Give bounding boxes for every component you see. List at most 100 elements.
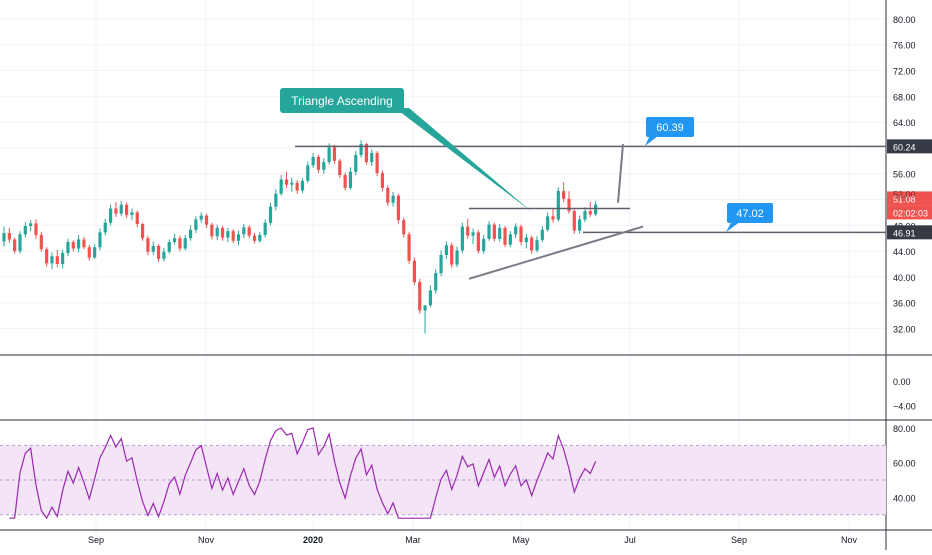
time-tick-label: 2020	[303, 535, 323, 545]
candle-body	[380, 173, 385, 188]
candle-body	[556, 191, 560, 220]
candle-body	[284, 179, 289, 185]
candle-body	[29, 223, 33, 226]
candle-body	[194, 219, 198, 230]
level-price-tag-text: 51.08	[893, 194, 916, 204]
price-tick-label: 56.00	[893, 170, 916, 180]
candle-body	[183, 238, 187, 249]
candle-body	[215, 227, 219, 237]
candle-body	[109, 208, 113, 223]
price-tick-label: 80.00	[893, 15, 916, 25]
candle-body	[242, 227, 246, 235]
candle-body	[135, 212, 139, 225]
candle-body	[519, 226, 523, 243]
candle-body	[252, 235, 257, 241]
price-tick-label: 76.00	[893, 41, 916, 51]
candle-body	[98, 232, 102, 248]
candle-body	[2, 233, 6, 242]
candle-body	[66, 242, 70, 254]
candle-body	[45, 249, 49, 264]
candle-body	[61, 253, 65, 264]
price-tick-label: 68.00	[893, 92, 916, 102]
rsi-tick-label: 60.00	[893, 459, 916, 469]
price-tick-label-partial: 52.00	[893, 190, 916, 200]
target-callout-text: 60.39	[656, 122, 684, 134]
candle-body	[359, 144, 363, 155]
time-tick-label: Sep	[88, 535, 104, 545]
candle-body	[178, 238, 182, 249]
triangle-label-box	[280, 88, 404, 113]
target-callout-box	[646, 117, 694, 137]
candle-body	[370, 153, 374, 163]
time-axis[interactable]: Sep Nov 2020 Mar May Jul Sep Nov	[88, 535, 858, 545]
candle-body	[172, 238, 177, 243]
level-price-tag	[887, 225, 932, 240]
triangle-label-text: Triangle Ascending	[291, 94, 393, 108]
candle-body	[375, 153, 379, 174]
candle-body	[418, 282, 422, 311]
price-tick-label: 32.00	[893, 325, 916, 335]
candle-body	[188, 229, 193, 239]
candle-body	[354, 154, 358, 172]
candle-body	[300, 180, 305, 191]
candle-body	[130, 212, 134, 215]
candle-body	[151, 245, 155, 252]
candle-body	[50, 256, 54, 264]
candle-body	[396, 195, 401, 221]
candle-body	[124, 204, 129, 215]
candle-body	[274, 193, 278, 207]
level-price-tag-text: 60.24	[893, 142, 916, 152]
candle-body	[343, 174, 347, 188]
candle-body	[562, 191, 566, 199]
price-tick-label: 64.00	[893, 118, 916, 128]
candle-body	[492, 224, 496, 239]
candle-body	[290, 182, 294, 185]
candle-body	[572, 211, 576, 231]
candle-body	[140, 224, 145, 239]
candle-body	[258, 234, 262, 241]
candle-body	[220, 227, 225, 238]
candle-body	[567, 198, 571, 212]
candle-body	[466, 226, 470, 236]
drawing-layer: Triangle Ascending 60.39 47.02	[280, 88, 886, 280]
candle-body	[167, 242, 171, 252]
candle-body	[551, 216, 555, 220]
candle-body	[503, 227, 507, 245]
time-tick-label: Mar	[405, 535, 421, 545]
price-axis[interactable]: 80.00 76.00 72.00 68.00 64.00 60.00 56.00 52.00…	[887, 15, 932, 504]
time-tick-label: Sep	[731, 535, 747, 545]
candle-body	[482, 238, 486, 252]
candle-body	[338, 160, 342, 175]
candle-body	[311, 156, 315, 166]
candle-body	[487, 224, 491, 239]
level-price-tag	[887, 205, 932, 220]
candle-body	[7, 233, 11, 240]
candle-body	[87, 247, 91, 258]
support-callout-text: 47.02	[736, 208, 764, 220]
candle-body	[386, 187, 390, 203]
candle-body	[364, 144, 369, 163]
candle-body	[455, 250, 459, 265]
rsi-tick-label: 40.00	[893, 493, 916, 503]
support-callout-box	[727, 203, 773, 223]
rsi-panel	[0, 427, 886, 520]
candle-body	[412, 260, 417, 283]
level-price-tag-text: 02:02:03	[893, 208, 928, 218]
candle-body	[295, 182, 299, 191]
time-tick-label: May	[512, 535, 530, 545]
candle-body	[508, 234, 512, 245]
candle-body	[450, 245, 454, 265]
candle-body	[39, 234, 43, 250]
level-price-tag	[887, 139, 932, 154]
candle-body	[327, 147, 331, 163]
triangle-label-pointer	[395, 108, 532, 212]
candle-body	[34, 223, 38, 235]
candle-body	[535, 240, 539, 251]
oscillator-tick-label: −4.00	[893, 401, 916, 411]
time-tick-label: Nov	[198, 535, 215, 545]
target-projection-line	[617, 143, 624, 203]
candle-body	[524, 237, 528, 243]
candle-body	[434, 273, 438, 291]
triangle-rising-line	[468, 225, 644, 280]
